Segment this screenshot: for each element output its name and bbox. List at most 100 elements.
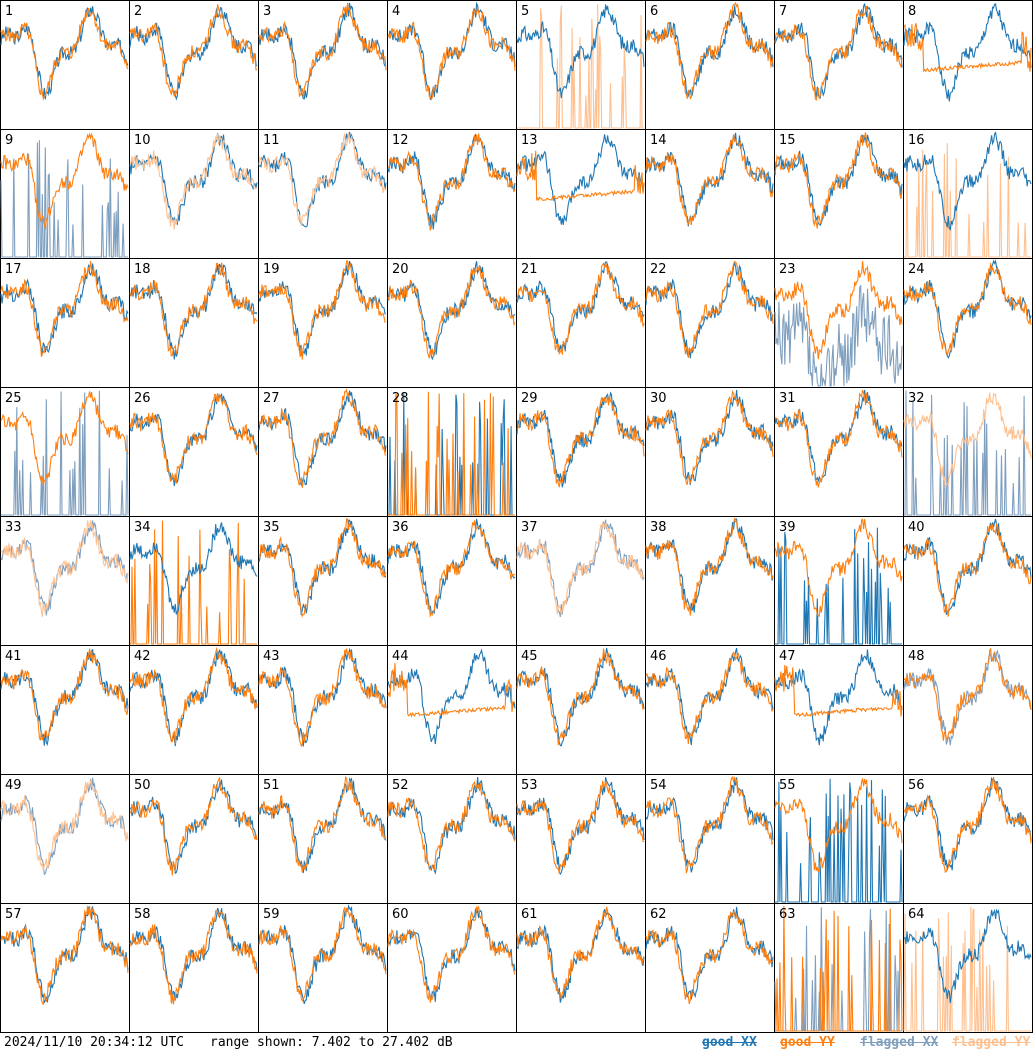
series-yy-good: [774, 664, 903, 718]
panel-63: 63: [774, 903, 904, 1033]
panel-47: 47: [774, 645, 904, 775]
panel-label: 57: [5, 907, 22, 922]
series-yy-good: [258, 518, 387, 618]
series-xx-good: [387, 648, 516, 745]
panel-40: 40: [903, 516, 1033, 646]
series-xx-flagged: [904, 390, 1031, 516]
panel-label: 40: [908, 520, 925, 535]
panel-frame: [0, 516, 130, 646]
panel-frame: [129, 129, 259, 259]
series-yy-flagged: [0, 780, 129, 872]
panel-21: 21: [516, 258, 646, 388]
series-yy-flagged: [516, 520, 645, 616]
panel-18: 18: [129, 258, 259, 388]
panel-51: 51: [258, 774, 388, 904]
panel-34: 34: [129, 516, 259, 646]
panel-frame: [645, 258, 775, 388]
panel-57: 57: [0, 903, 130, 1033]
panel-frame: [258, 129, 388, 259]
panel-label: 14: [650, 133, 667, 148]
series-yy-good: [903, 263, 1032, 356]
panel-48: 48: [903, 645, 1033, 775]
panel-label: 10: [134, 133, 151, 148]
series-yy-good: [645, 1, 774, 100]
panel-frame: [903, 258, 1033, 388]
panel-53: 53: [516, 774, 646, 904]
series-xx-good: [775, 778, 903, 903]
panel-label: 31: [779, 391, 796, 406]
series-yy-good: [903, 648, 1032, 742]
series-xx-good: [903, 908, 1032, 1004]
panel-label: 24: [908, 262, 925, 277]
panel-54: 54: [645, 774, 775, 904]
panel-frame: [258, 645, 388, 775]
panel-label: 13: [521, 133, 538, 148]
series-yy-good: [387, 264, 516, 359]
panel-36: 36: [387, 516, 517, 646]
panel-62: 62: [645, 903, 775, 1033]
panel-frame: [516, 516, 646, 646]
series-yy-good: [516, 648, 645, 746]
panel-frame: [645, 645, 775, 775]
series-yy-good: [645, 910, 774, 1005]
panel-label: 59: [263, 907, 280, 922]
panel-frame: [774, 516, 904, 646]
legend-good-xx: good XX: [702, 1035, 757, 1050]
series-yy-good: [645, 390, 774, 486]
series-xx-flagged: [1, 390, 129, 516]
series-yy-good: [516, 780, 645, 874]
panel-frame: [387, 645, 517, 775]
series-xx-good: [903, 776, 1032, 871]
panel-frame: [258, 903, 388, 1033]
series-yy-flagged: [258, 132, 387, 227]
panel-7: 7: [774, 0, 904, 130]
panel-label: 23: [779, 262, 796, 277]
panel-frame: [258, 774, 388, 904]
series-yy-good: [387, 906, 516, 1003]
panel-23: 23: [774, 258, 904, 388]
panel-25: 25: [0, 387, 130, 517]
panel-label: 17: [5, 262, 22, 277]
panel-50: 50: [129, 774, 259, 904]
series-xx-good: [645, 777, 774, 873]
panel-35: 35: [258, 516, 388, 646]
series-yy-good: [645, 775, 774, 874]
panel-4: 4: [387, 0, 517, 130]
panel-label: 15: [779, 133, 796, 148]
panel-label: 60: [392, 907, 409, 922]
series-yy-good: [645, 260, 774, 358]
panel-label: 12: [392, 133, 409, 148]
panel-frame: [387, 903, 517, 1033]
panel-60: 60: [387, 903, 517, 1033]
panel-label: 53: [521, 778, 538, 793]
panel-frame: [903, 0, 1033, 130]
panel-30: 30: [645, 387, 775, 517]
panel-label: 64: [908, 907, 925, 922]
series-yy-good: [258, 3, 387, 98]
legend-flagged-xx: flagged XX: [860, 1035, 939, 1050]
series-yy-good: [0, 648, 129, 741]
panel-label: 2: [134, 4, 142, 19]
panel-label: 58: [134, 907, 151, 922]
legend-good-yy: good YY: [780, 1035, 835, 1050]
panel-label: 48: [908, 649, 925, 664]
panel-33: 33: [0, 516, 130, 646]
panel-frame: [387, 774, 517, 904]
series-xx-good: [775, 527, 902, 645]
series-yy-good: [258, 260, 387, 360]
series-yy-flagged: [903, 392, 1032, 489]
panel-label: 38: [650, 520, 667, 535]
panel-label: 62: [650, 907, 667, 922]
panel-label: 45: [521, 649, 538, 664]
panel-27: 27: [258, 387, 388, 517]
series-yy-good: [258, 388, 387, 488]
series-yy-good: [903, 776, 1032, 874]
panel-label: 43: [263, 649, 280, 664]
panel-6: 6: [645, 0, 775, 130]
panel-label: 50: [134, 778, 151, 793]
panel-frame: [903, 903, 1033, 1033]
series-yy-good: [903, 23, 1032, 73]
panel-52: 52: [387, 774, 517, 904]
panel-frame: [516, 903, 646, 1033]
panel-label: 46: [650, 649, 667, 664]
